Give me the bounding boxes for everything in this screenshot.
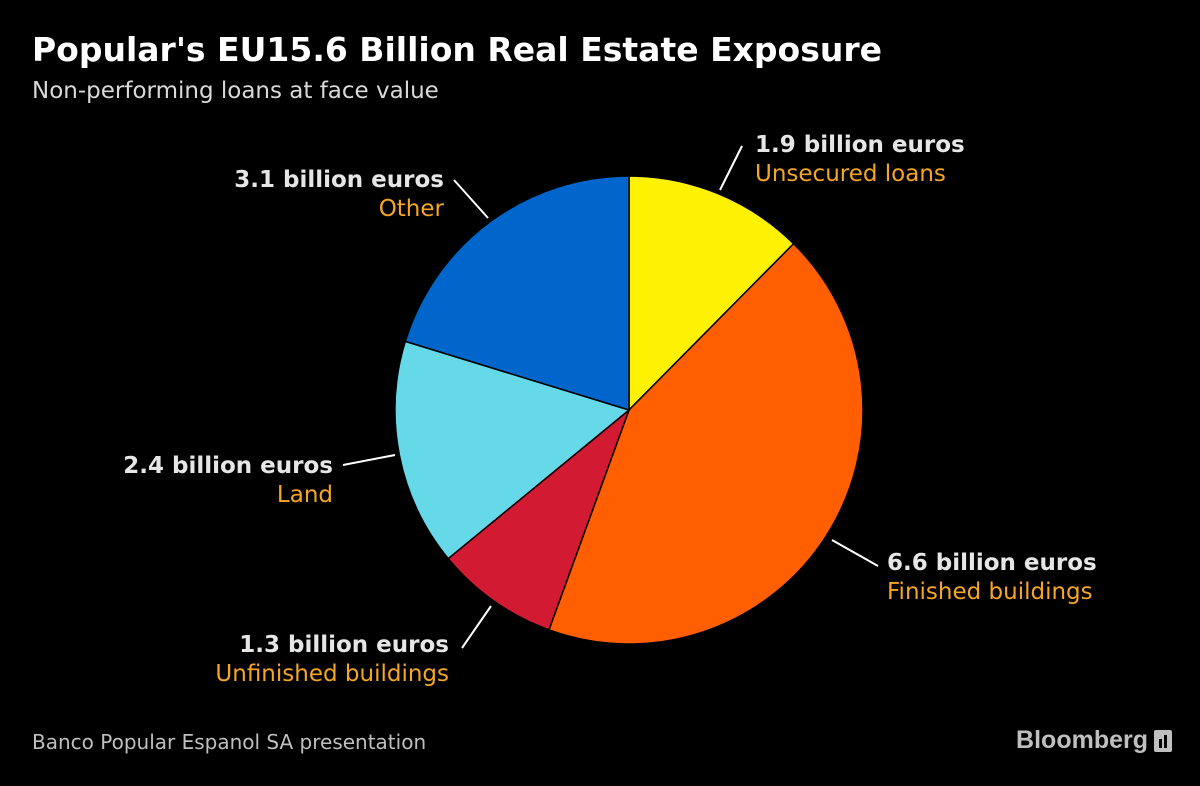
bloomberg-bars-icon xyxy=(1154,729,1172,752)
source-note: Banco Popular Espanol SA presentation xyxy=(32,730,427,754)
data-label-category-finished-buildings: Finished buildings xyxy=(887,579,1093,605)
pie-slice-unsecured-loans xyxy=(628,175,795,412)
leader-line-unsecured-loans xyxy=(719,145,743,191)
data-label-category-land: Land xyxy=(277,482,333,508)
brand-logo: Bloomberg xyxy=(1016,726,1172,755)
leader-line-land xyxy=(342,454,396,466)
pie-slice-finished-buildings xyxy=(548,242,864,645)
data-label-category-unfinished-buildings: Unfinished buildings xyxy=(215,661,449,687)
data-label-category-unsecured-loans: Unsecured loans xyxy=(755,161,946,187)
pie-slice-land xyxy=(394,340,631,560)
pie-slice-unfinished-buildings xyxy=(447,407,631,631)
data-label-value-finished-buildings: 6.6 billion euros xyxy=(887,550,1097,576)
data-label-value-other: 3.1 billion euros xyxy=(234,167,444,193)
pie-slice-other xyxy=(404,175,630,412)
chart-subtitle: Non-performing loans at face value xyxy=(32,78,439,104)
data-label-category-other: Other xyxy=(379,196,445,222)
leader-line-finished-buildings xyxy=(831,539,879,567)
brand-name: Bloomberg xyxy=(1016,726,1148,754)
chart-title: Popular's EU15.6 Billion Real Estate Exp… xyxy=(32,30,883,69)
data-label-value-land: 2.4 billion euros xyxy=(123,453,333,479)
data-label-value-unfinished-buildings: 1.3 billion euros xyxy=(239,632,449,658)
data-label-value-unsecured-loans: 1.9 billion euros xyxy=(755,132,965,158)
pie-slices xyxy=(394,175,864,645)
leader-line-other xyxy=(453,179,489,219)
leader-line-unfinished-buildings xyxy=(461,605,492,649)
pie-labels: 1.9 billion euros Unsecured loans 6.6 bill… xyxy=(123,132,1097,687)
